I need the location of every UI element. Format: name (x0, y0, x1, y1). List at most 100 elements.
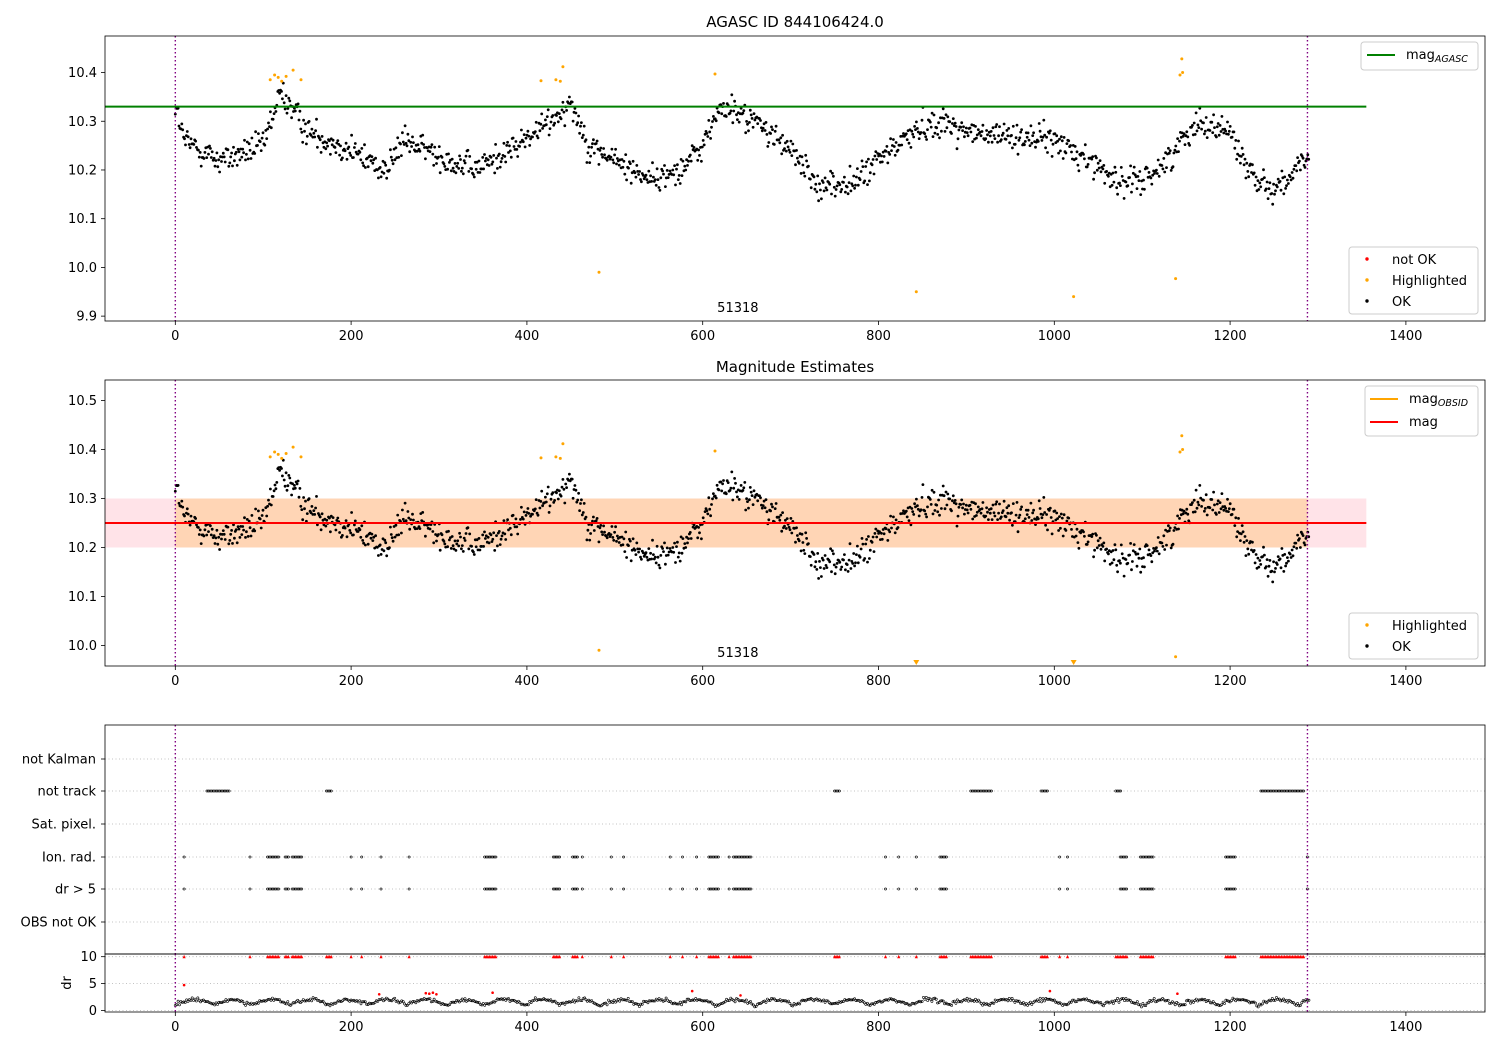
ok-point (795, 149, 798, 152)
ok-point (297, 118, 301, 122)
dr-flagged-point (431, 991, 435, 994)
ok-point (858, 555, 862, 559)
ok-point (1067, 516, 1071, 520)
ok-point (185, 507, 189, 511)
flag-point (1265, 789, 1269, 793)
ok-point (229, 155, 233, 159)
ok-point (282, 478, 286, 482)
ok-point (1115, 563, 1119, 567)
dr-point (449, 1001, 453, 1005)
ok-point (1303, 166, 1307, 169)
dr-point (692, 998, 696, 1002)
ok-point (1023, 140, 1027, 143)
flag-point (1300, 789, 1304, 793)
ok-point (429, 145, 433, 149)
flag-point (266, 855, 270, 859)
ok-point (599, 146, 603, 150)
dr-point (789, 1003, 793, 1007)
ok-point (578, 131, 581, 135)
ok-point (260, 136, 264, 140)
ok-point (1213, 503, 1216, 507)
ok-point (352, 533, 355, 537)
ok-point (1095, 533, 1098, 537)
dr-point (806, 997, 810, 1001)
ok-point (1038, 129, 1042, 133)
ok-point (511, 136, 515, 140)
ok-point (997, 134, 1000, 138)
dr-clipped-marker (329, 954, 333, 959)
flag-point (580, 855, 584, 859)
dr-point (1300, 1001, 1304, 1005)
dr-point (801, 998, 805, 1002)
flag-point (558, 887, 562, 891)
ok-point (779, 136, 783, 140)
ok-point (641, 173, 645, 177)
dr-point (313, 997, 316, 1001)
ok-point (1079, 531, 1083, 535)
ok-point (684, 546, 688, 549)
dr-point (223, 1000, 226, 1004)
ok-point (1046, 528, 1049, 532)
ok-point (665, 169, 669, 172)
ok-point (765, 510, 769, 514)
ok-point (1264, 187, 1268, 191)
flag-point (224, 789, 228, 793)
dr-flagged-point (377, 993, 381, 996)
highlighted-point (558, 79, 562, 83)
ok-point (1215, 135, 1218, 139)
ok-point (221, 529, 225, 532)
ok-point (266, 127, 269, 131)
ok-point (620, 158, 624, 161)
dr-point (315, 998, 319, 1002)
ok-point (303, 507, 306, 511)
dr-point (579, 999, 582, 1002)
dr-point (611, 1001, 615, 1005)
ok-point (474, 167, 478, 171)
ok-point (459, 535, 462, 539)
flag-point (1224, 855, 1228, 859)
ok-point (1145, 166, 1149, 170)
ok-point (428, 527, 432, 531)
dr-point (622, 998, 626, 1002)
ok-point (361, 161, 365, 165)
ok-point (683, 542, 687, 545)
ok-point (963, 512, 966, 516)
ok-point (231, 542, 234, 545)
flag-point (1118, 887, 1122, 891)
ok-point (1085, 165, 1089, 169)
ok-point (1058, 515, 1061, 518)
ok-point (212, 534, 216, 538)
ok-point (957, 505, 961, 509)
flag-point (275, 855, 279, 859)
ok-point (433, 145, 437, 149)
flag-point (328, 789, 332, 793)
dr-point (1068, 1000, 1072, 1004)
ok-point (548, 127, 552, 130)
ok-point (446, 545, 449, 549)
flag-point (622, 887, 626, 891)
ok-point (186, 512, 190, 516)
ok-point (722, 479, 725, 482)
ok-point (1199, 119, 1203, 123)
dr-point (964, 998, 968, 1002)
ok-point (506, 518, 509, 522)
ok-point (226, 148, 230, 152)
ok-point (491, 537, 495, 541)
dr-flagged-point (491, 991, 494, 994)
flag-point (1224, 887, 1228, 891)
ok-point (657, 186, 661, 189)
agasc-xtick-label: 1400 (1389, 329, 1422, 344)
ok-point (514, 140, 518, 143)
ok-point (951, 117, 955, 120)
ok-point (1301, 534, 1305, 537)
ok-point (245, 152, 248, 156)
ok-point (962, 502, 965, 506)
ok-point (985, 129, 988, 132)
ok-point (1016, 530, 1020, 534)
ok-point (1282, 192, 1286, 196)
flag-point (1233, 855, 1237, 859)
dr-point (581, 997, 585, 1001)
ok-point (803, 174, 807, 178)
ok-point (1124, 558, 1128, 561)
dr-point (733, 1000, 737, 1004)
